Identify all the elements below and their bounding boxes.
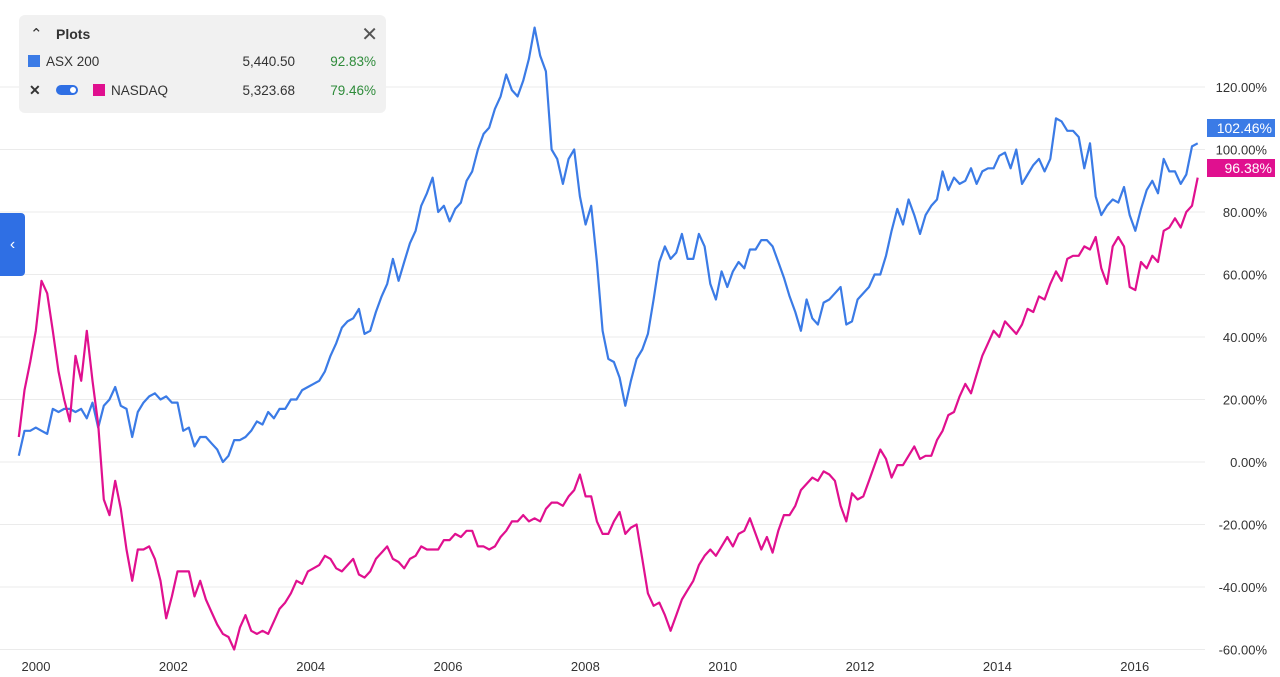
series-change: 92.83% — [330, 53, 376, 69]
panel-title: Plots — [56, 26, 91, 42]
asx200-line — [17, 26, 1199, 464]
nasdaq-last-value-label: 96.38% — [1207, 159, 1275, 177]
x-tick-label: 2014 — [983, 659, 1012, 674]
x-tick-label: 2012 — [846, 659, 875, 674]
y-axis-ticks: 120.00% 100.00% 80.00% 60.00% 40.00% 20.00% 0.… — [1216, 80, 1268, 658]
x-tick-label: 2008 — [571, 659, 600, 674]
x-tick-label: 2002 — [159, 659, 188, 674]
y-tick-label: -20.00% — [1219, 518, 1268, 533]
y-tick-label: 0.00% — [1230, 455, 1267, 470]
series-value: 5,323.68 — [242, 82, 295, 98]
series-name: NASDAQ — [111, 82, 169, 98]
y-tick-label: 80.00% — [1223, 205, 1268, 220]
series-change: 79.46% — [330, 82, 376, 98]
remove-icon[interactable]: ✕ — [29, 81, 41, 98]
series-name: ASX 200 — [46, 53, 100, 69]
y-tick-label: -60.00% — [1219, 643, 1268, 658]
x-tick-label: 2000 — [22, 659, 51, 674]
y-tick-label: 20.00% — [1223, 393, 1268, 408]
x-tick-label: 2010 — [708, 659, 737, 674]
legend-row-nasdaq[interactable]: ✕ NASDAQ 5,323.68 79.46% — [19, 78, 386, 102]
chevron-left-icon: ‹ — [9, 235, 16, 253]
series-lines — [17, 26, 1199, 651]
x-tick-label: 2016 — [1120, 659, 1149, 674]
gridlines — [0, 86, 1205, 650]
y-tick-label: -40.00% — [1219, 580, 1268, 595]
x-tick-label: 2004 — [296, 659, 325, 674]
side-panel-toggle[interactable]: ‹ — [0, 213, 25, 276]
x-axis-ticks: 2000 2002 2004 2006 2008 2010 2012 2014 2016 — [22, 659, 1150, 674]
asx200-color-swatch — [28, 55, 40, 67]
series-value: 5,440.50 — [242, 53, 295, 69]
nasdaq-color-swatch — [93, 84, 105, 96]
y-tick-label: 60.00% — [1223, 268, 1268, 283]
y-tick-label: 40.00% — [1223, 330, 1268, 345]
close-icon[interactable]: ✕ — [361, 23, 378, 46]
y-tick-label: 100.00% — [1216, 143, 1268, 158]
y-tick-label: 120.00% — [1216, 80, 1268, 95]
nasdaq-line — [17, 177, 1199, 651]
x-tick-label: 2006 — [434, 659, 463, 674]
asx200-last-value-label: 102.46% — [1207, 119, 1275, 137]
visibility-toggle[interactable] — [56, 85, 78, 95]
chevron-up-icon[interactable]: ⌃ — [30, 26, 43, 43]
plots-panel: ⌃ Plots ✕ ASX 200 5,440.50 92.83% ✕ NASD… — [19, 15, 386, 113]
legend-row-asx200[interactable]: ASX 200 5,440.50 92.83% — [19, 49, 386, 73]
